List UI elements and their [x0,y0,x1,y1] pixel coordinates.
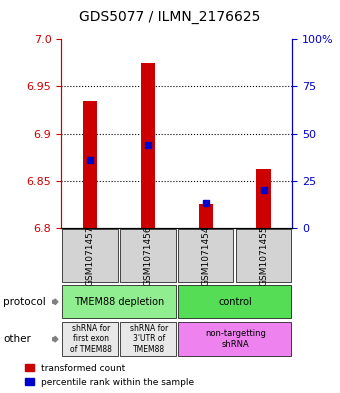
FancyBboxPatch shape [120,229,176,282]
Text: GSM1071455: GSM1071455 [259,225,268,286]
Text: GSM1071457: GSM1071457 [86,225,95,286]
Legend: transformed count, percentile rank within the sample: transformed count, percentile rank withi… [21,360,198,390]
Text: GSM1071454: GSM1071454 [201,225,210,286]
Text: TMEM88 depletion: TMEM88 depletion [74,297,164,307]
Text: GDS5077 / ILMN_2176625: GDS5077 / ILMN_2176625 [79,10,261,24]
FancyBboxPatch shape [62,229,118,282]
Text: shRNA for
first exon
of TMEM88: shRNA for first exon of TMEM88 [70,324,112,354]
FancyBboxPatch shape [62,322,118,356]
Bar [199,204,213,228]
FancyBboxPatch shape [178,229,234,282]
FancyBboxPatch shape [120,322,176,356]
Text: shRNA for
3'UTR of
TMEM88: shRNA for 3'UTR of TMEM88 [130,324,168,354]
FancyBboxPatch shape [178,322,291,356]
FancyBboxPatch shape [62,285,176,318]
Bar [83,101,97,228]
Text: non-targetting
shRNA: non-targetting shRNA [205,329,266,349]
FancyBboxPatch shape [178,285,291,318]
Text: control: control [219,297,253,307]
Bar [256,169,271,228]
Text: GSM1071456: GSM1071456 [143,225,152,286]
Text: protocol: protocol [3,297,46,307]
Text: other: other [3,334,31,344]
Bar [141,63,155,228]
FancyBboxPatch shape [236,229,291,282]
